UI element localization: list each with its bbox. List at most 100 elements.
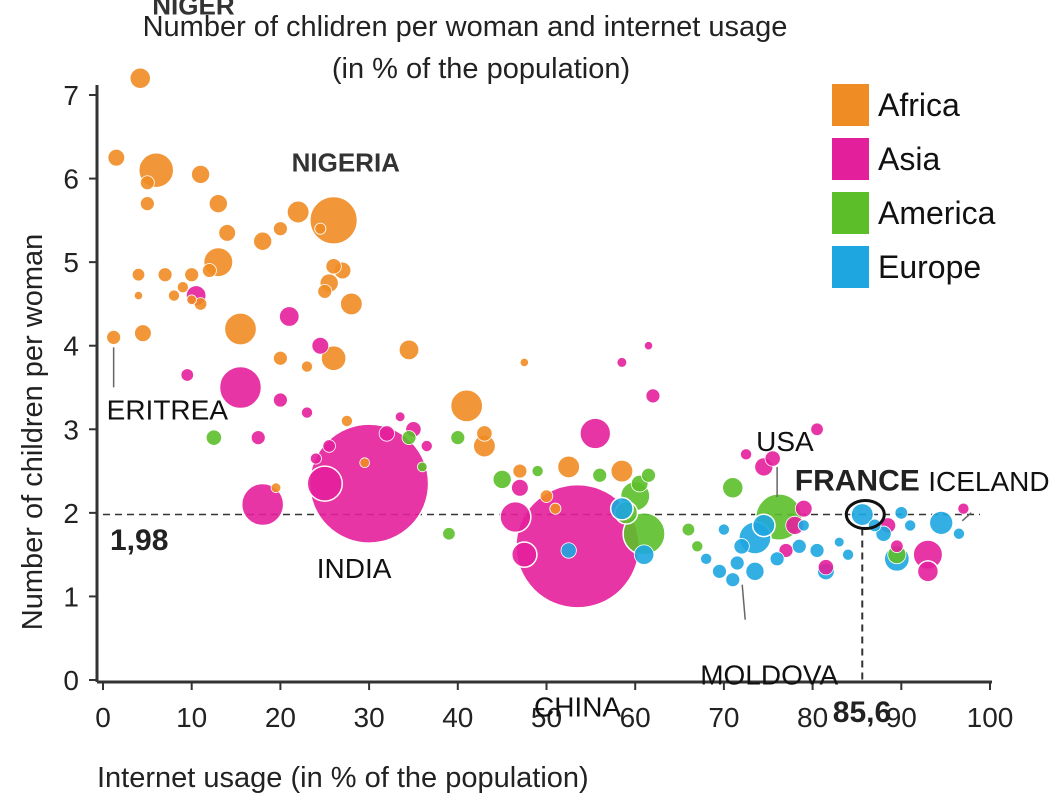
x-tick-label: 30 <box>354 702 385 733</box>
bubble-africa <box>167 289 180 302</box>
legend-swatch-africa <box>832 84 869 126</box>
bubble-africa <box>107 148 126 167</box>
bubble-europe <box>751 513 776 538</box>
annotation-eritrea: ERITREA <box>107 394 229 425</box>
bubble-africa <box>340 414 353 427</box>
bubble-asia <box>643 341 654 351</box>
y-tick-label: 7 <box>63 80 79 111</box>
annotation-moldova: MOLDOVA <box>700 660 838 691</box>
bubble-asia <box>645 388 661 404</box>
bubble-asia <box>180 368 194 382</box>
bubble-africa <box>512 463 528 479</box>
x-tick-label: 50 <box>531 702 562 733</box>
bubble-asia <box>890 539 904 553</box>
annotation-usa: USA <box>756 426 814 457</box>
y-tick-label: 3 <box>63 414 79 445</box>
bubble-africa <box>191 164 211 184</box>
bubble-asia <box>579 417 612 450</box>
bubble-africa <box>476 425 493 442</box>
annotations: NIGER NIGERIA ERITREA INDIA CHINA MOLDOVA USA F… <box>107 0 1050 722</box>
legend-label-asia: Asia <box>878 141 940 177</box>
bubble-africa <box>556 454 581 479</box>
bubble-asia <box>810 422 824 436</box>
bubble-africa <box>223 312 258 346</box>
bubble-europe <box>894 506 909 520</box>
bubble-america <box>721 476 745 500</box>
bubble-africa <box>301 360 314 373</box>
bubble-africa <box>176 281 189 294</box>
bubble-europe <box>952 527 965 540</box>
bubble-europe <box>700 552 713 565</box>
y-tick-label: 4 <box>63 331 79 362</box>
x-axis-label: Internet usage (in % of the population) <box>97 762 589 794</box>
bubble-asia <box>272 392 288 408</box>
bubble-europe <box>850 502 875 527</box>
bubble-asia <box>218 365 263 410</box>
bubble-africa <box>519 357 529 368</box>
bubble-asia <box>510 541 538 568</box>
bubble-europe <box>609 496 634 521</box>
bubble-asia <box>616 357 628 368</box>
bubble-asia <box>250 430 266 446</box>
bubble-asia <box>378 425 395 442</box>
bubble-africa <box>157 267 173 283</box>
chart-title: Number of chlidren per woman and interne… <box>143 11 788 43</box>
bubble-asia <box>499 500 532 534</box>
bubble-europe <box>633 544 655 565</box>
legend: Africa Asia America Europe <box>832 84 996 288</box>
bubble-africa <box>325 258 342 275</box>
y-tick-label: 0 <box>63 665 79 696</box>
bubble-africa <box>317 283 333 299</box>
bubble-europe <box>745 561 765 581</box>
bubble-africa <box>134 324 152 342</box>
x-tick-label: 0 <box>95 702 111 733</box>
bubble-europe <box>928 510 954 536</box>
bubble-africa <box>309 195 359 245</box>
bubble-asia <box>240 482 285 527</box>
x-tick-label: 100 <box>967 702 1014 733</box>
bubble-africa <box>339 291 364 316</box>
bubble-africa <box>106 329 122 345</box>
bubble-asia <box>322 439 336 453</box>
x-tick-label: 10 <box>176 702 207 733</box>
bubble-europe <box>769 551 785 567</box>
bubble-africa <box>186 294 198 306</box>
bubble-asia <box>764 450 781 467</box>
legend-label-america: America <box>878 195 996 231</box>
y-axis-label: Number of children per woman <box>17 234 49 631</box>
bubble-europe <box>712 563 727 579</box>
bubble-europe <box>875 525 892 542</box>
bubble-africa <box>272 350 288 366</box>
bubble-africa <box>609 459 634 484</box>
annotation-niger: NIGER <box>152 0 235 20</box>
bubble-africa <box>131 267 146 282</box>
bubble-america <box>592 467 608 483</box>
bubbles <box>106 67 970 609</box>
bubble-asia <box>957 502 970 515</box>
bubble-africa <box>253 231 273 251</box>
bubble-america <box>492 469 512 489</box>
x-tick-label: 40 <box>442 702 473 733</box>
bubble-america <box>531 465 544 478</box>
bubble-america <box>641 467 656 483</box>
bubble-africa <box>270 482 282 494</box>
bubble-europe <box>729 555 745 571</box>
y-tick-label: 6 <box>63 164 79 195</box>
bubble-africa <box>359 457 370 469</box>
annotation-iceland: ICELAND <box>928 466 1049 497</box>
bubble-africa <box>549 502 562 515</box>
bubble-asia <box>420 439 433 452</box>
bubble-africa <box>286 200 311 224</box>
ticks: 0 10 20 30 40 50 60 70 80 90 100 0 1 2 3 4 5 6 7 <box>63 80 1013 733</box>
annotation-leader <box>961 512 972 522</box>
bubble-asia <box>794 499 813 518</box>
bubble-america <box>417 461 428 473</box>
x-tick-label: 60 <box>620 702 651 733</box>
bubble-asia <box>311 336 330 355</box>
annotation-france: FRANCE <box>795 465 920 498</box>
bubble-asia <box>279 306 300 327</box>
bubble-europe <box>717 523 730 536</box>
bubble-africa <box>208 194 228 214</box>
bubble-america <box>401 430 417 446</box>
